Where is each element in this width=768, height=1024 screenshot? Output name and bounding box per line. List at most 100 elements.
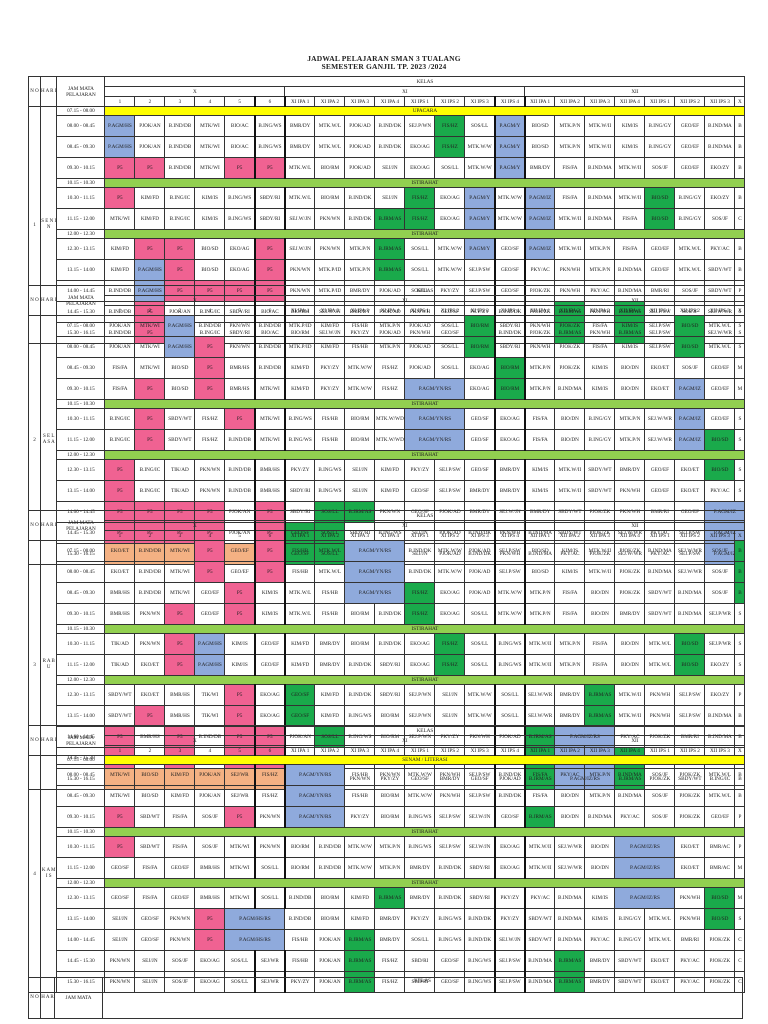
subject-cell[interactable]: FIS/FA (554, 603, 586, 625)
subject-cell[interactable]: P5 (104, 187, 136, 209)
subject-cell[interactable]: P.AGM/IZ (524, 187, 556, 209)
subject-cell[interactable]: MTK.P/ID (284, 336, 316, 358)
subject-cell[interactable]: P.AGM/YN/RS (404, 429, 466, 451)
subject-cell[interactable]: B.IND/DK (493, 764, 526, 786)
subject-cell[interactable]: KIM/IS (584, 887, 616, 909)
subject-cell[interactable]: P.AGM/Y (464, 208, 496, 230)
subject-cell[interactable]: P.AGM/HS (104, 115, 136, 137)
subject-cell[interactable]: PKN/WN (194, 459, 226, 481)
subject-cell[interactable]: GEO/SF (493, 238, 526, 260)
subject-cell[interactable]: B.ING/WS (253, 136, 286, 158)
subject-cell[interactable]: SBDY/WT (644, 603, 676, 625)
subject-cell[interactable]: PKN/WH (554, 259, 586, 281)
subject-cell[interactable]: MTK.P/N (584, 259, 616, 281)
subject-cell[interactable]: GEO/EF (224, 561, 256, 583)
subject-cell[interactable]: PKY/ZY (493, 908, 526, 930)
subject-cell[interactable]: KIM/FD (164, 764, 196, 786)
subject-cell[interactable]: EKO/ET (674, 480, 706, 502)
subject-cell[interactable]: P5 (253, 238, 286, 260)
subject-cell[interactable]: P.AGM/IZ (674, 378, 706, 400)
subject-cell[interactable]: MTK.W/W (404, 785, 436, 807)
subject-cell[interactable]: B.ING/IC (134, 480, 166, 502)
subject-cell[interactable]: P5 (224, 806, 256, 828)
subject-cell[interactable]: SOS/LL (464, 633, 496, 655)
subject-cell[interactable]: P5 (194, 908, 226, 930)
subject-cell[interactable]: P5 (253, 259, 286, 281)
subject-cell[interactable]: P.AGM/Y (464, 187, 496, 209)
subject-cell[interactable]: BMR/DY (284, 115, 316, 137)
subject-cell[interactable]: P.AGM/YN/RS (284, 785, 346, 807)
subject-cell[interactable]: MTK/WI (253, 429, 286, 451)
subject-cell[interactable]: GEO/EF (644, 238, 676, 260)
subject-cell[interactable]: PJOK/AD (404, 357, 436, 379)
subject-cell[interactable]: FIS/FA (104, 357, 136, 379)
subject-cell[interactable]: FIS/HB (314, 603, 346, 625)
subject-cell[interactable]: FIS/HB (344, 785, 376, 807)
subject-cell[interactable]: FIS/HZ (194, 408, 226, 430)
subject-cell[interactable]: BIO/AC (224, 115, 256, 137)
subject-cell[interactable]: FIS/FA (524, 785, 556, 807)
subject-cell[interactable]: MTK/WI (104, 785, 136, 807)
subject-cell[interactable]: KIM/IS (224, 633, 256, 655)
subject-cell[interactable]: B.IND/DB (224, 480, 256, 502)
subject-cell[interactable]: BMR/HS (253, 480, 286, 502)
subject-cell[interactable]: EKO/ET (674, 459, 706, 481)
subject-cell[interactable]: PJOK/AN (194, 764, 226, 786)
subject-cell[interactable]: P5 (134, 238, 166, 260)
subject-cell[interactable]: B.ING/WS (284, 429, 316, 451)
subject-cell[interactable]: B.ING/WS (464, 950, 496, 972)
subject-cell[interactable]: B.IND/MA (584, 187, 616, 209)
subject-cell[interactable]: S (734, 654, 746, 676)
subject-cell[interactable]: SEJ.P/SW (434, 806, 466, 828)
subject-cell[interactable]: FIS/HB (314, 408, 346, 430)
subject-cell[interactable]: SOS/LL (404, 259, 436, 281)
subject-cell[interactable]: EKO/ET (674, 857, 706, 879)
subject-cell[interactable]: FIS/FA (134, 887, 166, 909)
subject-cell[interactable]: FIS/HB (344, 336, 376, 358)
subject-cell[interactable]: GEO/EF (164, 887, 196, 909)
subject-cell[interactable]: BIO/SD (674, 336, 706, 358)
subject-cell[interactable]: GEO/EF (194, 582, 226, 604)
subject-cell[interactable]: BMR/HS (194, 887, 226, 909)
subject-cell[interactable]: B.IND/DK (434, 887, 466, 909)
subject-cell[interactable]: FIS/HZ (404, 187, 436, 209)
subject-cell[interactable]: EKO/AG (404, 633, 436, 655)
subject-cell[interactable]: B.IND/DB (253, 336, 286, 358)
subject-cell[interactable]: B.IND/DB (224, 429, 256, 451)
subject-cell[interactable]: B.JRM/AS (584, 684, 616, 706)
subject-cell[interactable]: EKO/AG (224, 238, 256, 260)
subject-cell[interactable]: MTK.W/W (464, 684, 496, 706)
subject-cell[interactable]: P5 (134, 705, 166, 727)
subject-cell[interactable]: B (734, 764, 746, 786)
subject-cell[interactable]: PJOK/AD (344, 136, 376, 158)
subject-cell[interactable]: P5 (253, 157, 286, 179)
subject-cell[interactable]: MTK.W/II (524, 857, 556, 879)
subject-cell[interactable]: PKY/AC (584, 929, 616, 951)
subject-cell[interactable]: GEO/EF (253, 654, 286, 676)
subject-cell[interactable]: MTK.W/II (554, 480, 586, 502)
subject-cell[interactable]: P5 (164, 654, 196, 676)
subject-cell[interactable]: B.ING/GY (584, 429, 616, 451)
subject-cell[interactable]: EKO/AG (434, 582, 466, 604)
subject-cell[interactable]: MTK/WI (194, 157, 226, 179)
subject-cell[interactable]: BMR/HS (224, 378, 256, 400)
subject-cell[interactable]: EKO/AG (253, 705, 286, 727)
subject-cell[interactable]: P5 (224, 603, 256, 625)
subject-cell[interactable]: P.AGM/HS (164, 336, 196, 358)
subject-cell[interactable]: SEJ.W/JN (284, 238, 316, 260)
subject-cell[interactable]: PJOK/ZK (554, 336, 586, 358)
subject-cell[interactable]: MTK.P/N (374, 836, 406, 858)
subject-cell[interactable]: P.AGM/HS/RS (224, 908, 286, 930)
subject-cell[interactable]: KIM/IS (194, 187, 226, 209)
subject-cell[interactable]: BIO/SD (524, 561, 556, 583)
subject-cell[interactable]: BMR/HS (104, 603, 136, 625)
subject-cell[interactable]: B.ING/GY (674, 187, 706, 209)
subject-cell[interactable]: PJOK/AN (194, 785, 226, 807)
subject-cell[interactable]: BIO/DN (584, 836, 616, 858)
subject-cell[interactable]: B (734, 540, 746, 562)
subject-cell[interactable]: MTK.P/N (344, 238, 376, 260)
subject-cell[interactable]: GEO/SF (134, 908, 166, 930)
subject-cell[interactable]: P5 (134, 157, 166, 179)
subject-cell[interactable]: BIO/DN (554, 806, 586, 828)
subject-cell[interactable]: EKO/ZY (704, 187, 736, 209)
